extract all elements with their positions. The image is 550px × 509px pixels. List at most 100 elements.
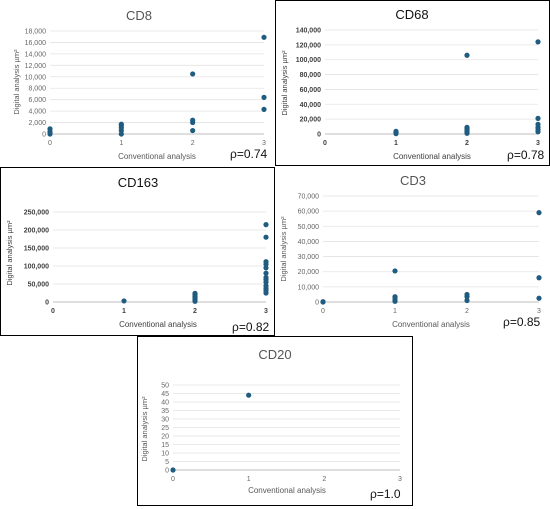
x-tick-label: 3 <box>262 140 266 147</box>
data-point <box>535 121 541 127</box>
y-tick-label: 35 <box>161 408 169 415</box>
x-tick-label: 2 <box>465 140 469 147</box>
data-point <box>263 234 269 240</box>
y-tick-label: 250,000 <box>24 210 49 217</box>
x-tick-label: 2 <box>191 140 195 147</box>
x-tick-label: 2 <box>465 308 469 315</box>
data-point <box>536 210 542 216</box>
data-point <box>261 94 267 100</box>
x-axis-label: Conventional analysis <box>118 152 196 161</box>
data-point <box>263 222 269 228</box>
data-point <box>190 117 196 123</box>
y-tick-label: 50,000 <box>298 224 320 231</box>
chart-title: CD68 <box>395 7 428 22</box>
y-tick-label: 40,000 <box>298 239 320 246</box>
chart-panel-cd8: CD8 Conventional analysis Digital analys… <box>2 2 274 165</box>
x-axis-label: Conventional analysis <box>248 486 326 495</box>
x-tick-label: 3 <box>398 476 402 483</box>
x-axis-label: Conventional analysis <box>393 152 471 161</box>
data-point <box>263 265 269 271</box>
y-tick-label: 20 <box>161 434 169 441</box>
y-tick-label: 0 <box>317 132 321 139</box>
chart-panel-cd3: CD3 Conventional analysis Digital analys… <box>276 167 550 335</box>
data-point <box>464 291 470 298</box>
y-tick-label: 30 <box>161 417 169 424</box>
x-tick-label: 0 <box>323 140 327 147</box>
chart-title: CD8 <box>126 8 152 23</box>
chart-cd20-svg: CD20 Conventional analysis Digital analy… <box>140 347 402 495</box>
data-point <box>261 34 267 40</box>
x-tick-label: 1 <box>247 476 251 483</box>
y-tick-label: 0 <box>315 300 319 307</box>
chart-cd3-svg: CD3 Conventional analysis Digital analys… <box>279 173 542 329</box>
data-point <box>190 127 196 134</box>
x-axis-label: Conventional analysis <box>119 320 197 329</box>
y-tick-label: 18,000 <box>25 29 47 36</box>
data-point <box>464 52 470 58</box>
y-axis-label: Digital analysis µm² <box>5 220 14 286</box>
chart-title: CD3 <box>400 173 426 188</box>
y-axis-label: Digital analysis µm² <box>140 396 149 462</box>
y-tick-label: 0 <box>42 132 46 139</box>
y-tick-label: 25 <box>161 425 169 432</box>
x-tick-label: 3 <box>537 308 541 315</box>
data-point <box>118 121 124 127</box>
y-tick-label: 16,000 <box>25 40 47 47</box>
data-point <box>263 283 269 289</box>
x-tick-label: 1 <box>119 140 123 147</box>
y-axis-label: Digital analysis µm² <box>280 50 289 116</box>
y-tick-label: 15 <box>161 442 169 449</box>
y-tick-label: 200,000 <box>24 228 49 235</box>
data-point <box>190 71 196 77</box>
x-tick-label: 0 <box>48 140 52 147</box>
y-tick-label: 100,000 <box>296 57 321 64</box>
data-point <box>464 297 470 304</box>
rho-value: ρ=0.82 <box>232 320 270 334</box>
y-tick-label: 10 <box>161 451 169 458</box>
x-tick-label: 2 <box>193 308 197 315</box>
x-tick-label: 3 <box>264 308 268 315</box>
data-point <box>263 259 269 265</box>
data-point <box>263 270 269 276</box>
data-point <box>536 295 542 301</box>
data-point <box>536 275 542 281</box>
data-point <box>246 392 252 398</box>
chart-panel-cd68: CD68 Conventional analysis Digital analy… <box>275 0 550 166</box>
data-point <box>192 290 198 296</box>
data-point <box>392 294 398 300</box>
data-point <box>170 467 176 473</box>
data-point <box>464 124 470 130</box>
x-tick-label: 0 <box>321 308 325 315</box>
y-tick-label: 4,000 <box>28 109 46 116</box>
y-tick-label: 120,000 <box>296 42 321 49</box>
y-tick-label: 80,000 <box>300 72 322 79</box>
rho-value: ρ=0.78 <box>507 148 545 162</box>
y-tick-label: 50 <box>161 383 169 390</box>
y-tick-label: 10,000 <box>298 284 320 291</box>
data-point <box>47 126 53 132</box>
chart-cd68-svg: CD68 Conventional analysis Digital analy… <box>280 7 541 161</box>
chart-title: CD163 <box>118 175 158 190</box>
y-tick-label: 40 <box>161 400 169 407</box>
chart-panel-cd163: CD163 Conventional analysis Digital anal… <box>0 167 275 336</box>
y-tick-label: 10,000 <box>25 74 47 81</box>
y-tick-label: 14,000 <box>25 51 47 58</box>
x-tick-label: 1 <box>394 140 398 147</box>
chart-panel-cd20: CD20 Conventional analysis Digital analy… <box>137 336 413 506</box>
y-tick-label: 45 <box>161 391 169 398</box>
y-tick-label: 5 <box>165 459 169 466</box>
y-tick-label: 8,000 <box>28 86 46 93</box>
y-tick-label: 30,000 <box>298 254 320 261</box>
data-point <box>392 268 398 274</box>
chart-cd8-svg: CD8 Conventional analysis Digital analys… <box>12 8 267 161</box>
x-tick-label: 0 <box>171 476 175 483</box>
data-point <box>261 106 267 112</box>
y-tick-label: 0 <box>45 300 49 307</box>
y-tick-label: 100,000 <box>24 264 49 271</box>
x-tick-label: 1 <box>393 308 397 315</box>
y-tick-label: 60,000 <box>298 209 320 216</box>
data-point <box>263 274 269 281</box>
x-axis-label: Conventional analysis <box>392 320 470 329</box>
x-tick-label: 2 <box>322 476 326 483</box>
data-point <box>320 299 326 305</box>
